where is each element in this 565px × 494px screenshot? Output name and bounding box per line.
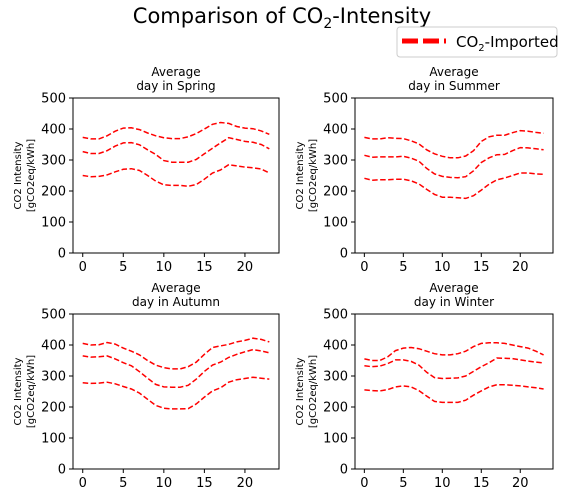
series-line-summer-1 [364,129,544,159]
series-line-summer-3 [364,172,544,200]
x-tick-label-summer-5: 5 [399,260,407,275]
x-tick-label-summer-15: 15 [473,260,490,275]
y-tick-label-spring-300: 300 [41,154,66,169]
y-tick-label-summer-100: 100 [323,216,348,231]
y-tick-label-winter-100: 100 [323,432,348,447]
x-tick-label-winter-0: 0 [360,476,368,491]
series-line-winter-1 [364,342,544,362]
x-tick-label-autumn-20: 20 [237,476,254,491]
series-line-summer-2 [364,146,544,179]
y-tick-label-summer-500: 500 [323,92,348,107]
x-tick-label-summer-0: 0 [360,260,368,275]
y-axis-label-winter-2: [gCO2eq/kWh] [308,355,319,428]
y-tick-label-autumn-300: 300 [41,370,66,385]
y-tick-label-winter-200: 200 [323,401,348,416]
x-tick-label-winter-15: 15 [473,476,490,491]
legend-label: CO2-Imported [456,33,559,54]
panel-title-autumn-2: day in Autumn [132,295,220,309]
series-line-autumn-3 [82,376,270,410]
series-line-winter-2 [364,357,544,380]
y-tick-label-spring-0: 0 [58,247,66,262]
y-tick-label-spring-100: 100 [41,216,66,231]
axes-frame-summer [354,97,554,254]
x-tick-label-spring-15: 15 [196,260,213,275]
y-tick-label-summer-400: 400 [323,123,348,138]
y-axis-label-summer-1: CO2 Intensity [295,141,306,209]
y-axis-label-spring-1: CO2 Intensity [13,141,24,209]
y-tick-label-winter-400: 400 [323,339,348,354]
axes-frame-spring [72,97,280,254]
panel-title-winter-2: day in Winter [414,295,494,309]
x-tick-label-winter-5: 5 [399,476,407,491]
y-tick-label-spring-500: 500 [41,92,66,107]
y-tick-label-autumn-200: 200 [41,401,66,416]
y-axis-label-summer-2: [gCO2eq/kWh] [308,139,319,212]
x-tick-label-summer-20: 20 [512,260,529,275]
x-tick-label-spring-0: 0 [79,260,87,275]
y-tick-label-autumn-500: 500 [41,308,66,323]
x-tick-label-winter-20: 20 [512,476,529,491]
y-axis-label-spring-2: [gCO2eq/kWh] [26,139,37,212]
legend-frame [396,26,558,58]
y-tick-label-spring-200: 200 [41,185,66,200]
figure-title: Comparison of CO2-Intensity [133,4,431,32]
y-tick-label-summer-300: 300 [323,154,348,169]
legend: CO2-Imported [396,26,559,58]
x-tick-label-autumn-15: 15 [196,476,213,491]
axes-frame-autumn [72,313,280,470]
series-line-spring-3 [82,163,270,188]
y-tick-label-summer-200: 200 [323,185,348,200]
panel-title-autumn-1: Average [151,281,200,295]
y-axis-label-autumn-2: [gCO2eq/kWh] [26,355,37,428]
y-tick-label-summer-0: 0 [340,247,348,262]
panel-title-spring-1: Average [151,65,200,79]
y-tick-label-winter-500: 500 [323,308,348,323]
y-axis-label-winter-1: CO2 Intensity [295,357,306,425]
y-tick-label-autumn-400: 400 [41,339,66,354]
panel-title-summer-1: Average [429,65,478,79]
x-tick-label-autumn-5: 5 [119,476,127,491]
y-tick-label-spring-400: 400 [41,123,66,138]
panel-title-summer-2: day in Summer [408,79,500,93]
series-line-autumn-1 [82,337,270,370]
y-tick-label-winter-300: 300 [323,370,348,385]
y-tick-label-winter-0: 0 [340,463,348,478]
series-line-spring-1 [82,121,270,140]
series-line-spring-2 [82,136,270,163]
series-line-winter-3 [364,383,544,404]
y-tick-label-autumn-100: 100 [41,432,66,447]
x-tick-label-autumn-0: 0 [79,476,87,491]
x-tick-label-summer-10: 10 [434,260,451,275]
y-tick-label-autumn-0: 0 [58,463,66,478]
x-tick-label-autumn-10: 10 [156,476,173,491]
x-tick-label-spring-10: 10 [156,260,173,275]
panel-title-winter-1: Average [429,281,478,295]
x-tick-label-winter-10: 10 [434,476,451,491]
panel-title-spring-2: day in Spring [136,79,215,93]
axes-frame-winter [354,313,554,470]
y-axis-label-autumn-1: CO2 Intensity [13,357,24,425]
x-tick-label-spring-5: 5 [119,260,127,275]
x-tick-label-spring-20: 20 [237,260,254,275]
